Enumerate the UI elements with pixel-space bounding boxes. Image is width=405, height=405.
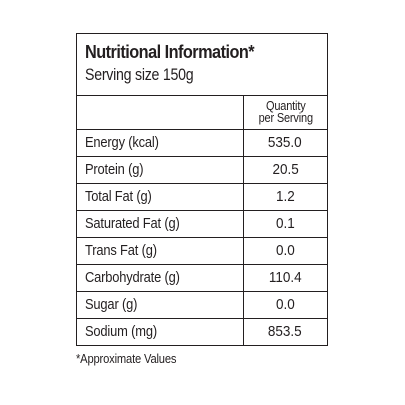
nutrient-label: Sodium (mg) <box>85 323 157 341</box>
nutrient-label: Protein (g) <box>85 161 144 178</box>
quantity-header-line1: Quantity <box>265 98 306 113</box>
table-row: Saturated Fat (g) 0.1 <box>77 209 327 238</box>
panel-header: Nutritional Information* Serving size 15… <box>77 34 327 96</box>
nutrient-value: 0.1 <box>275 215 295 232</box>
table-row: Sugar (g) 0.0 <box>77 290 327 319</box>
serving-size: Serving size 150g <box>85 66 194 84</box>
nutrient-value: 853.5 <box>268 323 303 341</box>
table-row: Carbohydrate (g) 110.4 <box>77 263 327 292</box>
nutrient-label: Sugar (g) <box>85 296 138 313</box>
table-header-row: Quantity per Serving <box>77 95 327 130</box>
nutrient-value: 0.0 <box>275 296 295 313</box>
panel-title: Nutritional Information* <box>85 41 255 62</box>
nutrient-value: 0.0 <box>275 242 295 259</box>
quantity-column-header: Quantity per Serving <box>242 95 327 130</box>
nutrient-value: 535.0 <box>268 134 303 151</box>
table-row: Energy (kcal) 535.0 <box>77 128 327 157</box>
nutrient-label: Energy (kcal) <box>85 134 159 151</box>
nutrient-value: 1.2 <box>275 188 295 205</box>
footnote: *Approximate Values <box>76 351 177 366</box>
table-row: Sodium (mg) 853.5 <box>77 317 327 345</box>
table-row: Protein (g) 20.5 <box>77 155 327 184</box>
table-row: Total Fat (g) 1.2 <box>77 182 327 211</box>
nutrient-label: Trans Fat (g) <box>85 242 157 259</box>
quantity-header-line2: per Serving <box>258 110 313 125</box>
nutrient-label: Total Fat (g) <box>85 188 152 205</box>
nutrient-column-header <box>77 95 244 130</box>
nutrition-panel: Nutritional Information* Serving size 15… <box>76 33 328 346</box>
nutrition-table: Quantity per Serving Energy (kcal) 535.0… <box>77 95 327 345</box>
nutrient-value: 110.4 <box>268 269 302 286</box>
nutrient-label: Carbohydrate (g) <box>85 269 180 286</box>
table-row: Trans Fat (g) 0.0 <box>77 236 327 265</box>
nutrient-value: 20.5 <box>272 161 299 178</box>
nutrient-label: Saturated Fat (g) <box>85 215 180 232</box>
